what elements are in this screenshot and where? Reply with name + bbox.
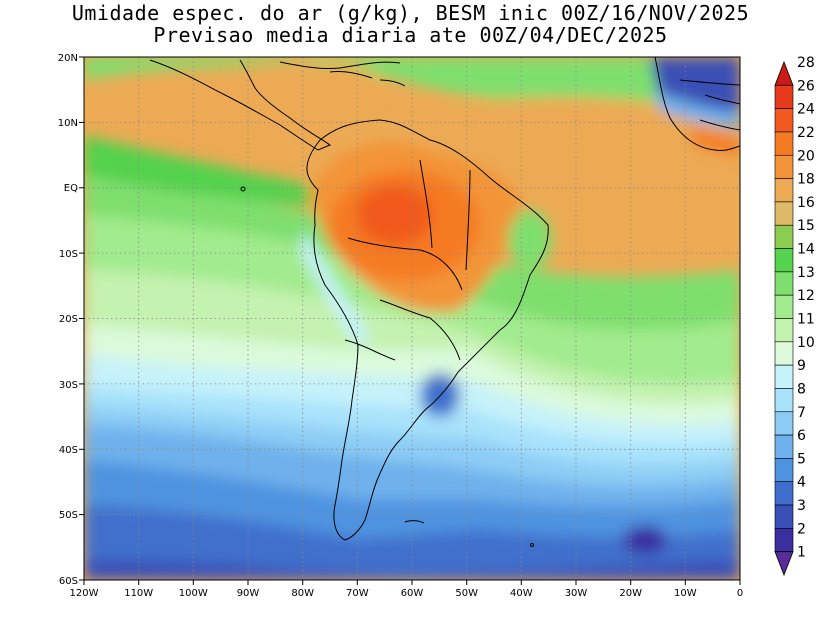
lon-label-0: 0 [737, 588, 743, 599]
lat-label-60s: 60S [59, 576, 78, 587]
colorbar-label: 20 [797, 148, 815, 164]
colorbar-label: 5 [797, 451, 806, 467]
colorbar-box [774, 481, 794, 506]
lon-label-70w: 70W [346, 588, 369, 599]
colorbar-box [774, 434, 794, 459]
colorbar-label: 16 [797, 195, 815, 211]
colorbar-top-arrow [774, 60, 794, 86]
lat-label-20n: 20N [58, 53, 78, 64]
colorbar-box [774, 411, 794, 436]
colorbar-box [774, 271, 794, 296]
lat-label-10s: 10S [59, 249, 78, 260]
colorbar-box [774, 108, 794, 133]
colorbar-label: 24 [797, 102, 815, 118]
colorbar-box [774, 85, 794, 109]
map-title: Umidade espec. do ar (g/kg), BESM inic 0… [71, 1, 750, 25]
lat-label-eq: EQ [64, 183, 78, 194]
colorbar-box [774, 224, 794, 249]
colorbar-label: 10 [797, 335, 815, 351]
colorbar-box [774, 341, 794, 366]
colorbar-label: 15 [797, 218, 815, 234]
colorbar-label: 6 [797, 428, 806, 444]
colorbar-label: 14 [797, 242, 815, 258]
lon-label-110w: 110W [124, 588, 153, 599]
colorbar-box [774, 294, 794, 319]
lat-label-20s: 20S [59, 314, 78, 325]
lon-label-20w: 20W [619, 588, 642, 599]
colorbar-label: 9 [797, 358, 806, 374]
colorbar-box [774, 154, 794, 179]
humidity-field [84, 57, 740, 580]
lon-label-90w: 90W [237, 588, 260, 599]
colorbar-label: 12 [797, 288, 815, 304]
map-subtitle: Previsao media diaria ate 00Z/04/DEC/202… [153, 23, 668, 47]
colorbar-label: 1 [797, 545, 806, 561]
coastlines [149, 57, 740, 547]
colorbar-box [774, 388, 794, 413]
colorbar-box [774, 248, 794, 273]
lon-label-40w: 40W [510, 588, 533, 599]
colorbar-label: 13 [797, 265, 815, 281]
colorbar-label: 2 [797, 521, 806, 537]
lat-label-10n: 10N [58, 118, 78, 129]
colorbar-box [774, 364, 794, 389]
lon-label-100w: 100W [179, 588, 208, 599]
colorbar-box [774, 201, 794, 226]
colorbar-label: 4 [797, 475, 806, 491]
colorbar-label: 18 [797, 172, 815, 188]
colorbar-label: 28 [797, 55, 815, 71]
colorbar-box [774, 528, 794, 552]
colorbar-box [774, 504, 794, 529]
colorbar-label: 3 [797, 498, 806, 514]
colorbar-box [774, 178, 794, 203]
lat-label-50s: 50S [59, 510, 78, 521]
colorbar-label: 26 [797, 78, 815, 94]
colorbar-box [774, 131, 794, 156]
lon-label-80w: 80W [291, 588, 314, 599]
lon-label-120w: 120W [70, 588, 99, 599]
lat-label-40s: 40S [59, 445, 78, 456]
lon-label-60w: 60W [401, 588, 424, 599]
lon-label-30w: 30W [565, 588, 588, 599]
colorbar-box [774, 458, 794, 483]
map-grid [84, 57, 740, 580]
colorbar-label: 22 [797, 125, 815, 141]
colorbar-bottom-arrow [774, 551, 794, 577]
lat-label-30s: 30S [59, 380, 78, 391]
colorbar-label: 11 [797, 312, 815, 328]
lon-label-10w: 10W [674, 588, 697, 599]
lon-label-50w: 50W [455, 588, 478, 599]
colorbar-label: 8 [797, 381, 806, 397]
colorbar-label: 7 [797, 405, 806, 421]
colorbar-box [774, 318, 794, 343]
